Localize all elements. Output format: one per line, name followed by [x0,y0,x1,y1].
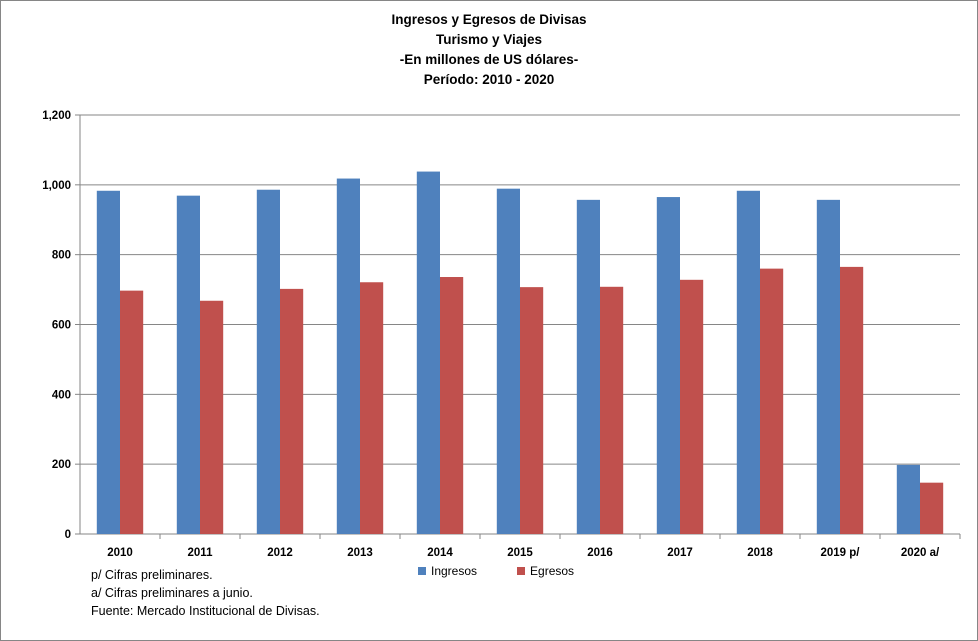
legend-label-ingresos: Ingresos [431,564,478,578]
bar-ingresos [96,190,120,534]
bar-egresos [120,290,144,534]
x-tick-label: 2018 [747,547,773,559]
bar-egresos [920,482,944,534]
x-tick-label: 2017 [667,547,693,559]
legend-item-ingresos: Ingresos [418,564,477,578]
y-tick-label: 1,000 [42,180,71,192]
bar-egresos [680,279,704,534]
bar-ingresos [176,195,200,534]
footnote-june: a/ Cifras preliminares a junio. [91,586,253,600]
bar-ingresos [256,189,280,534]
y-tick-label: 0 [65,529,71,541]
y-tick-label: 200 [52,459,71,471]
bar-ingresos [576,199,600,534]
legend-swatch-ingresos [418,567,426,575]
bar-ingresos [896,464,920,534]
y-tick-label: 800 [52,250,71,262]
title-line-4: Período: 2010 - 2020 [423,72,555,87]
bar-egresos [600,286,624,534]
bar-ingresos [496,188,520,534]
footnotes: p/ Cifras preliminares. a/ Cifras prelim… [91,566,320,620]
x-tick-label: 2012 [267,547,293,559]
bar-ingresos [736,190,760,534]
y-tick-label: 400 [52,389,71,401]
x-tick-label: 2020 a/ [901,547,940,559]
bar-egresos [440,277,464,534]
x-tick-label: 2013 [347,547,373,559]
bar-egresos [360,282,384,534]
x-tick-label: 2016 [587,547,613,559]
y-tick-label: 600 [52,320,71,332]
bar-egresos [840,266,864,534]
chart-title: Ingresos y Egresos de Divisas Turismo y … [0,10,978,90]
bar-egresos [280,288,304,534]
title-line-3: -En millones de US dólares- [399,52,579,67]
bar-ingresos [336,178,360,534]
bar-ingresos [656,197,680,534]
footnote-preliminary: p/ Cifras preliminares. [91,568,213,582]
title-line-1: Ingresos y Egresos de Divisas [391,12,587,27]
x-tick-label: 2015 [507,547,533,559]
bar-ingresos [416,171,440,534]
x-tick-label: 2014 [427,547,453,559]
bar-egresos [760,268,784,534]
footnote-source: Fuente: Mercado Institucional de Divisas… [91,604,320,618]
title-line-2: Turismo y Viajes [435,32,543,47]
bar-ingresos [816,199,840,534]
x-tick-label: 2010 [107,547,133,559]
legend-swatch-egresos [517,567,526,575]
legend-item-egresos: Egresos [517,564,574,578]
bar-egresos [200,300,224,534]
x-tick-label: 2011 [188,547,214,559]
legend-label-egresos: Egresos [530,564,575,578]
x-tick-label: 2019 p/ [821,547,861,559]
bar-egresos [520,287,544,534]
y-tick-label: 1,200 [42,110,71,122]
legend: Ingresos Egresos [418,564,614,578]
